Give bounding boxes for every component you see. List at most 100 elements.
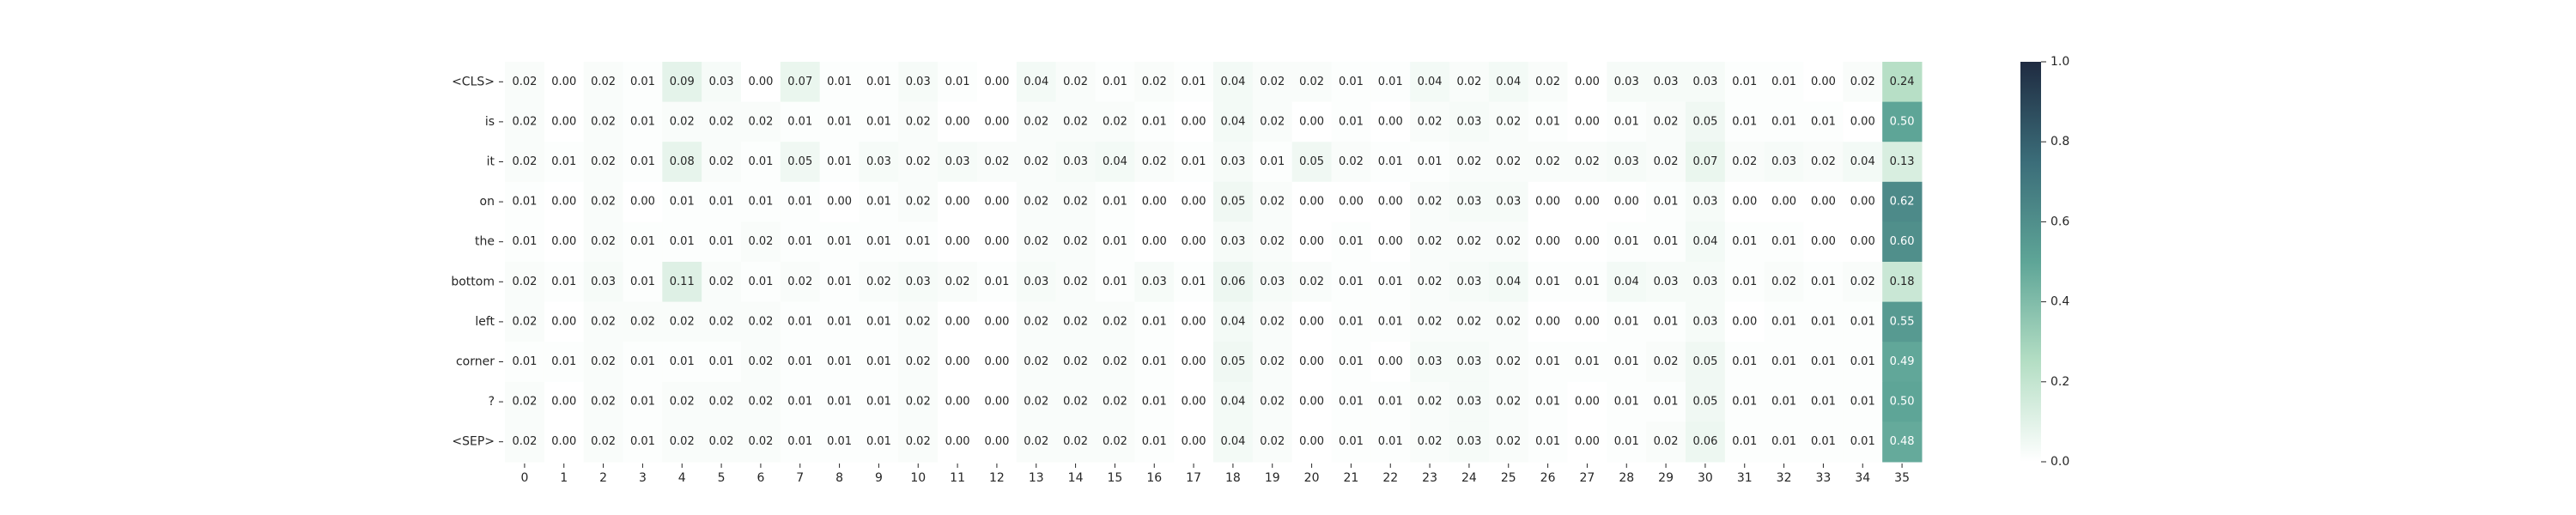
heatmap-cell-value: 0.01 <box>1732 396 1757 409</box>
heatmap-cell-value: 0.00 <box>984 396 1009 409</box>
x-tick-label: 0 <box>520 471 528 485</box>
heatmap-cell <box>819 262 860 303</box>
heatmap-cell-value: 0.02 <box>1024 155 1048 168</box>
x-tick-label: 9 <box>875 471 883 485</box>
heatmap-cell <box>1370 181 1411 222</box>
heatmap-cell-value: 0.05 <box>787 155 812 168</box>
x-tick-label: 18 <box>1225 471 1241 485</box>
heatmap-cell-value: 0.01 <box>866 315 891 328</box>
heatmap-cell-value: 0.01 <box>1339 435 1364 448</box>
x-axis-tick-labels: 0 1 2 3 4 5 6 7 8 9 10 11 12 13 14 15 16 17 18 19 20 21 22 23 24… <box>520 464 1910 485</box>
heatmap-cell <box>1370 221 1411 263</box>
heatmap-cell <box>1843 181 1883 222</box>
heatmap-cell <box>1488 301 1529 342</box>
heatmap-cell-value: 0.02 <box>945 276 970 288</box>
heatmap-cell <box>544 142 585 183</box>
heatmap-cell-value: 0.02 <box>709 155 734 168</box>
heatmap-cell-value: 0.02 <box>1654 435 1679 448</box>
heatmap-cell-value: 0.01 <box>512 355 537 368</box>
heatmap-cell <box>741 101 781 142</box>
heatmap-cell <box>623 262 663 303</box>
heatmap-cell-value: 0.01 <box>512 235 537 248</box>
heatmap-cell-value: 0.02 <box>1456 315 1481 328</box>
heatmap-cell <box>1686 342 1726 383</box>
heatmap-cell-value: 0.00 <box>1732 315 1757 328</box>
heatmap-cell-value: 0.01 <box>827 76 852 88</box>
heatmap-cell-value: 0.01 <box>1732 115 1757 128</box>
heatmap-cell <box>1016 342 1057 383</box>
heatmap-cell-value: 0.01 <box>827 235 852 248</box>
heatmap-cell <box>1370 62 1411 103</box>
heatmap-cell-value: 0.01 <box>787 355 812 368</box>
heatmap-cell <box>1134 421 1175 463</box>
heatmap-cell-value: 0.02 <box>1418 396 1443 409</box>
heatmap-cell-value: 0.01 <box>1339 235 1364 248</box>
heatmap-cell <box>623 101 663 142</box>
heatmap-cell-value: 0.01 <box>1614 315 1639 328</box>
x-tick-label: 31 <box>1737 471 1753 485</box>
heatmap-cell-value: 0.02 <box>906 196 931 209</box>
x-tick-label: 22 <box>1382 471 1398 485</box>
heatmap-cell <box>1410 221 1450 263</box>
heatmap-cell-value: 0.05 <box>1692 396 1717 409</box>
heatmap-cell-value: 0.02 <box>1063 435 1088 448</box>
heatmap-cell-value: 0.04 <box>1220 76 1245 88</box>
heatmap-cell-value: 0.00 <box>945 355 970 368</box>
heatmap-cell <box>1213 421 1254 463</box>
heatmap-cell-value: 0.01 <box>1378 435 1403 448</box>
heatmap-cell-value: 0.02 <box>1496 435 1521 448</box>
heatmap-cell <box>1291 381 1332 422</box>
heatmap-cell <box>1055 301 1096 342</box>
heatmap-cell-value: 0.01 <box>1378 396 1403 409</box>
heatmap-cell-value: 0.02 <box>670 396 695 409</box>
heatmap-cell <box>1213 221 1254 263</box>
heatmap-cell <box>1055 381 1096 422</box>
heatmap-cell-value: 0.00 <box>1575 396 1600 409</box>
heatmap-cell-value: 0.02 <box>906 396 931 409</box>
heatmap-cell <box>1055 181 1096 222</box>
heatmap-cell-value: 0.01 <box>1850 435 1875 448</box>
heatmap-cell-value: 0.02 <box>748 355 773 368</box>
y-tick-label: left <box>475 315 495 329</box>
heatmap-cell-value: 0.01 <box>1378 315 1403 328</box>
heatmap-cell-value: 0.01 <box>827 355 852 368</box>
heatmap-cell-value: 0.02 <box>591 115 616 128</box>
heatmap-cell <box>1331 62 1371 103</box>
heatmap-cell <box>1528 101 1568 142</box>
heatmap-cell-value: 0.05 <box>1220 355 1245 368</box>
heatmap-cell <box>1607 421 1647 463</box>
heatmap-cell <box>1331 301 1371 342</box>
heatmap-cell <box>1843 142 1883 183</box>
heatmap-cell-value: 0.00 <box>1299 235 1324 248</box>
heatmap-cell-value: 0.00 <box>1535 315 1560 328</box>
heatmap-cell <box>1055 342 1096 383</box>
heatmap-cell-value: 0.02 <box>1260 435 1285 448</box>
heatmap-cell <box>1331 262 1371 303</box>
heatmap-cell <box>1410 421 1450 463</box>
heatmap-cell <box>1331 142 1371 183</box>
heatmap-cell-value: 0.02 <box>1024 235 1048 248</box>
heatmap-cell-value: 0.01 <box>1142 315 1167 328</box>
heatmap-cell <box>1607 381 1647 422</box>
heatmap-cell <box>819 221 860 263</box>
heatmap-cell <box>1055 262 1096 303</box>
heatmap-cell-value: 0.00 <box>1811 76 1836 88</box>
heatmap-cell-value: 0.01 <box>630 396 655 409</box>
heatmap-cell <box>1567 62 1607 103</box>
x-tick-label: 5 <box>718 471 726 485</box>
heatmap-cell <box>1882 62 1923 103</box>
heatmap-cell <box>1331 221 1371 263</box>
heatmap-cells <box>505 62 1923 463</box>
y-tick-label: corner <box>456 355 495 369</box>
heatmap-cell-value: 0.01 <box>1771 396 1796 409</box>
heatmap-cell-value: 0.02 <box>1496 355 1521 368</box>
y-tick-label: it <box>487 155 495 169</box>
heatmap-cell <box>859 101 899 142</box>
heatmap-cell-value: 0.02 <box>1299 76 1324 88</box>
heatmap-cell <box>1449 262 1490 303</box>
heatmap-cell <box>859 181 899 222</box>
heatmap-cell <box>1291 62 1332 103</box>
x-tick-label: 4 <box>678 471 686 485</box>
heatmap-cell-value: 0.01 <box>551 355 576 368</box>
y-tick-label: the <box>475 235 495 249</box>
